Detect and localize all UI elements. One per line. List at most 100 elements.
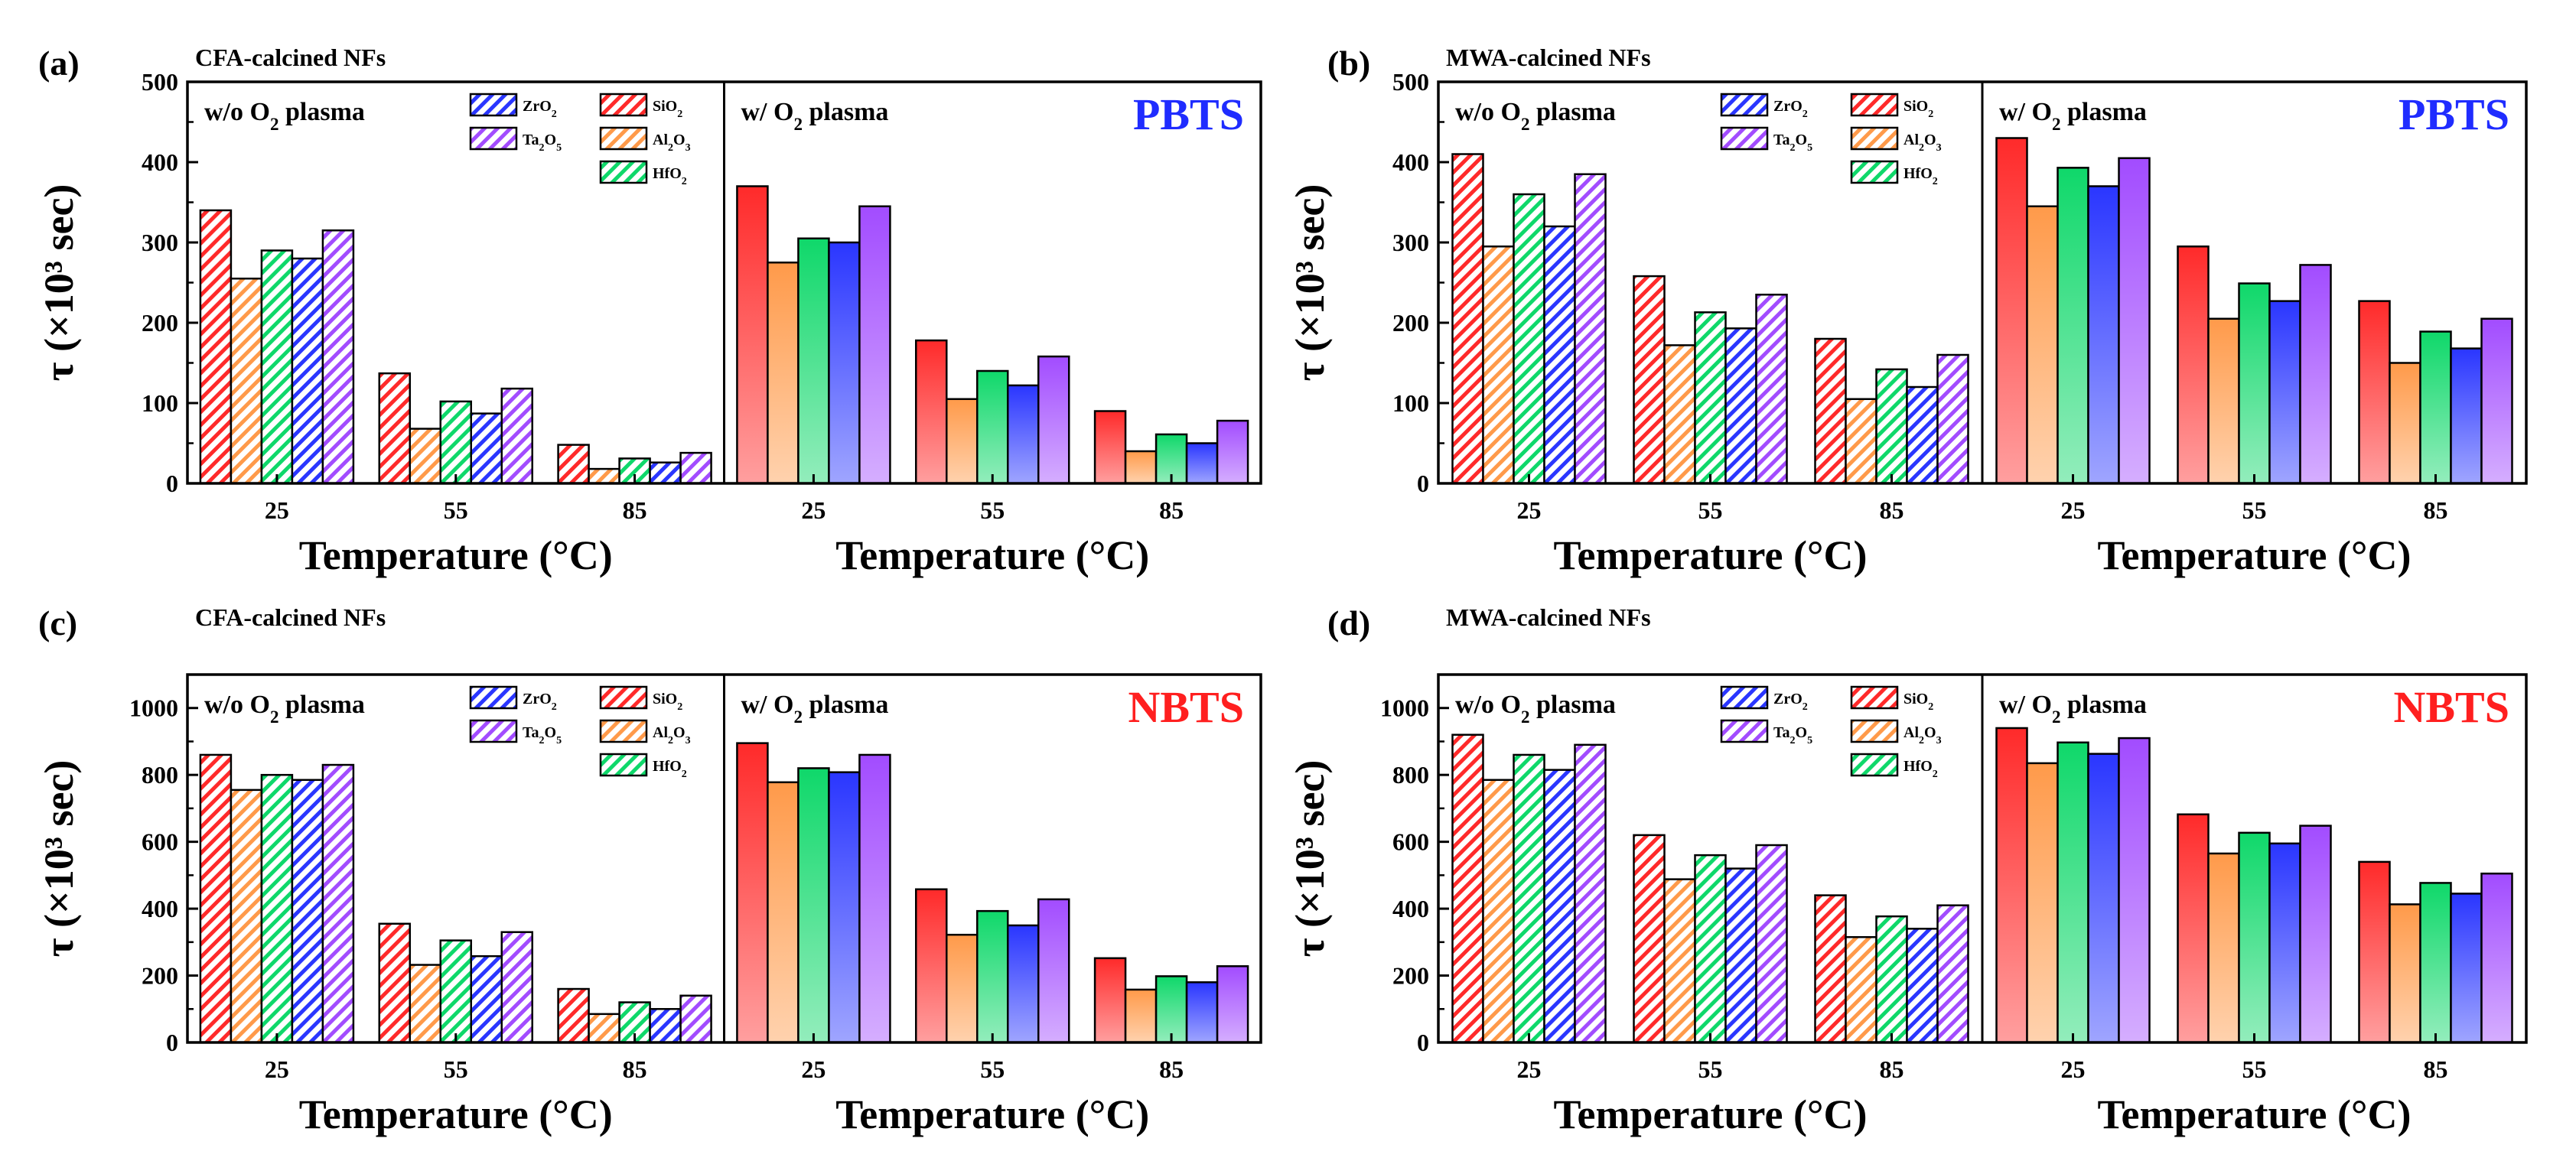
bar-ZrO2-85C-w-plasma <box>1185 981 1219 1044</box>
y-tick-label: 200 <box>142 309 178 337</box>
legend-label: ZrO2 <box>1773 691 1808 713</box>
y-axis-label: τ (×10³ sec) <box>1287 760 1333 958</box>
bar-SiO2-25C-wo-plasma <box>1451 733 1484 1044</box>
condition-label: w/ O2 plasma <box>741 98 889 135</box>
bar-HfO2-85C-wo-plasma <box>1875 368 1908 485</box>
x-tick-label: 85 <box>1880 1055 1904 1083</box>
x-axis-label: Temperature (°C) <box>835 532 1149 578</box>
bar-HfO2-25C-wo-plasma <box>260 249 294 485</box>
chart-panel-a: (a) CFA-calcined NFs 25 55 85 w/o O2 plasma Te… <box>36 44 1262 578</box>
bar-HfO2-55C-w-plasma <box>976 909 1009 1044</box>
bar-Ta2O5-85C-wo-plasma <box>679 994 712 1044</box>
y-tick-label: 200 <box>1392 962 1429 990</box>
panel-label: (a) <box>38 44 80 83</box>
legend-label: Ta2O5 <box>1773 724 1812 746</box>
bar-ZrO2-85C-wo-plasma <box>649 461 682 485</box>
chart-title: MWA-calcined NFs <box>1446 603 1651 631</box>
bar-Al2O3-85C-w-plasma <box>1124 450 1158 485</box>
x-tick-label: 85 <box>1159 496 1184 524</box>
y-tick-label: 400 <box>1392 148 1429 176</box>
x-tick-label: 85 <box>2424 1055 2448 1083</box>
bar-Al2O3-85C-w-plasma <box>2389 903 2421 1044</box>
bar-HfO2-85C-w-plasma <box>2419 330 2452 485</box>
y-tick-label: 400 <box>1392 895 1429 922</box>
bar-ZrO2-55C-w-plasma <box>2268 300 2301 485</box>
bar-Ta2O5-55C-wo-plasma <box>1755 294 1788 485</box>
legend-label: SiO2 <box>653 691 682 713</box>
x-tick-label: 85 <box>623 1055 647 1083</box>
bar-Al2O3-55C-wo-plasma <box>1663 878 1696 1044</box>
bar-HfO2-55C-wo-plasma <box>1694 854 1727 1044</box>
bar-SiO2-85C-wo-plasma <box>1814 894 1847 1044</box>
y-tick-label: 500 <box>142 68 178 96</box>
bar-SiO2-25C-w-plasma <box>736 742 769 1044</box>
x-tick-label: 25 <box>265 1055 289 1083</box>
y-tick-label: 1000 <box>1380 694 1429 722</box>
bar-ZrO2-85C-wo-plasma <box>649 1008 682 1044</box>
bar-Al2O3-55C-w-plasma <box>2207 317 2240 485</box>
x-tick-label: 85 <box>1880 496 1904 524</box>
legend-label: Al2O3 <box>653 132 691 154</box>
bar-ZrO2-85C-w-plasma <box>2450 347 2483 485</box>
bar-SiO2-55C-w-plasma <box>915 339 948 485</box>
bar-HfO2-55C-w-plasma <box>2238 282 2271 485</box>
bar-Al2O3-55C-wo-plasma <box>1663 344 1696 485</box>
x-axis-label: Temperature (°C) <box>299 1091 613 1137</box>
bar-ZrO2-25C-w-plasma <box>828 771 861 1044</box>
bar-Ta2O5-25C-w-plasma <box>858 753 891 1044</box>
x-tick-label: 25 <box>2061 496 2086 524</box>
bar-HfO2-25C-wo-plasma <box>260 773 294 1044</box>
condition-label: w/ O2 plasma <box>1999 98 2147 135</box>
x-tick-label: 25 <box>1517 496 1542 524</box>
y-tick-label: 400 <box>142 895 178 922</box>
bar-SiO2-55C-wo-plasma <box>378 922 411 1044</box>
legend-label: Ta2O5 <box>523 132 562 154</box>
bar-Al2O3-25C-w-plasma <box>767 781 800 1044</box>
legend-swatch <box>599 685 648 710</box>
legend-label: Al2O3 <box>653 724 691 746</box>
bar-HfO2-55C-wo-plasma <box>1694 311 1727 485</box>
bar-Al2O3-55C-w-plasma <box>2207 852 2240 1044</box>
bar-Ta2O5-55C-w-plasma <box>1037 898 1070 1044</box>
bar-Ta2O5-55C-wo-plasma <box>500 387 533 485</box>
bar-Ta2O5-55C-w-plasma <box>2299 824 2332 1044</box>
bar-ZrO2-85C-w-plasma <box>2450 893 2483 1044</box>
legend-swatch <box>599 93 648 117</box>
bar-HfO2-55C-w-plasma <box>976 369 1009 485</box>
bar-Al2O3-85C-wo-plasma <box>588 1013 620 1044</box>
legend-swatch <box>1850 93 1899 117</box>
legend-swatch <box>599 753 648 777</box>
x-axis-label: Temperature (°C) <box>1553 1091 1867 1137</box>
panel-label: (d) <box>1327 603 1370 642</box>
bar-HfO2-55C-wo-plasma <box>439 400 472 485</box>
x-tick-label: 25 <box>2061 1055 2086 1083</box>
chart-title: MWA-calcined NFs <box>1446 44 1651 71</box>
y-axis-label: τ (×10³ sec) <box>36 184 82 382</box>
y-tick-label: 0 <box>166 1029 178 1056</box>
legend-swatch <box>1850 753 1899 777</box>
bar-Ta2O5-55C-wo-plasma <box>500 931 533 1044</box>
stress-tag: PBTS <box>2399 89 2509 139</box>
legend-swatch <box>469 719 518 743</box>
bar-SiO2-55C-w-plasma <box>2177 246 2210 485</box>
bar-ZrO2-25C-w-plasma <box>2087 753 2120 1044</box>
x-axis-label: Temperature (°C) <box>2097 1091 2411 1137</box>
bar-SiO2-85C-wo-plasma <box>557 444 590 485</box>
legend-swatch <box>469 93 518 117</box>
bar-Al2O3-55C-wo-plasma <box>409 964 441 1044</box>
bar-SiO2-85C-w-plasma <box>1093 957 1127 1044</box>
bar-Al2O3-25C-w-plasma <box>767 262 800 485</box>
legend-label: ZrO2 <box>523 691 557 713</box>
bar-SiO2-25C-wo-plasma <box>199 753 233 1044</box>
x-tick-label: 55 <box>2242 1055 2267 1083</box>
chart-panel-d: (d) MWA-calcined NFs 25 55 85 w/o O2 plasma Te… <box>1287 603 2528 1137</box>
y-tick-label: 300 <box>1392 229 1429 256</box>
legend-label: SiO2 <box>653 98 682 120</box>
y-tick-label: 0 <box>1417 470 1429 497</box>
condition-label: w/ O2 plasma <box>741 691 889 727</box>
bar-ZrO2-25C-wo-plasma <box>1543 769 1576 1044</box>
condition-label: w/o O2 plasma <box>204 98 365 135</box>
condition-label: w/ O2 plasma <box>1999 691 2147 727</box>
bar-HfO2-85C-w-plasma <box>2419 882 2452 1044</box>
bar-HfO2-25C-w-plasma <box>2057 167 2089 485</box>
